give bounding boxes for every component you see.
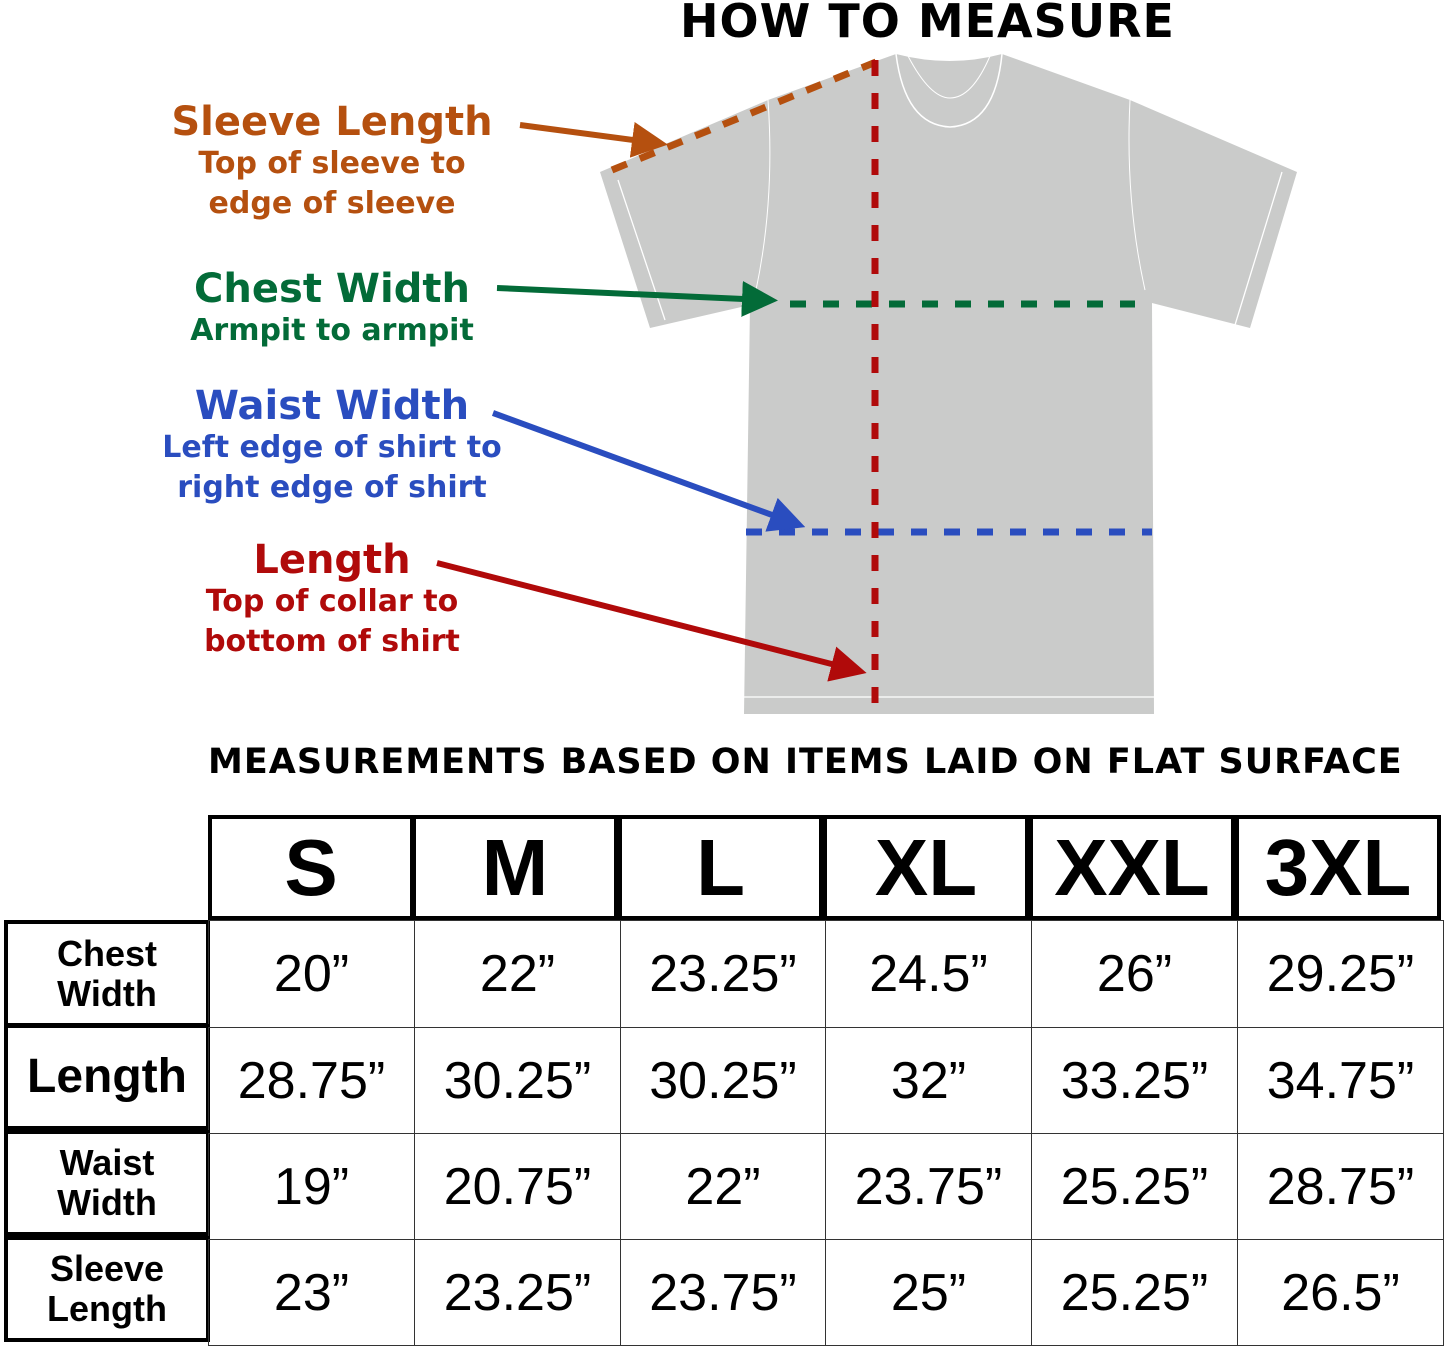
size-header-s: S [208,815,414,920]
label-desc: Armpit to armpit [190,313,474,348]
table-cell: 23.75” [825,1133,1032,1240]
table-cell: 30.25” [414,1027,621,1134]
table-cell: 29.25” [1237,920,1444,1028]
table-cell: 33.25” [1031,1027,1238,1134]
table-cell: 22” [620,1133,826,1240]
size-header-xl: XL [823,815,1029,920]
label-heading: Chest Width [194,266,470,312]
table-cell: 30.25” [620,1027,826,1134]
row-label-line: Waist [59,1142,155,1184]
label-desc: Left edge of shirt to [162,430,502,465]
table-cell: 20.75” [414,1133,621,1240]
size-header-m: M [412,815,618,920]
length-arrow [436,560,867,682]
size-header-xxl: XXL [1029,815,1235,920]
table-cell: 23.25” [620,920,826,1028]
shirt-diagram [436,53,1297,714]
table-cell: 23.25” [414,1239,621,1346]
row-label-line: Width [57,1182,157,1223]
chest-width-label: Chest Width Armpit to armpit [122,267,542,351]
row-label: Sleeve Length [4,1236,210,1342]
table-cell: 25.25” [1031,1133,1238,1240]
shirt-body [600,54,1297,714]
measurement-note: MEASUREMENTS BASED ON ITEMS LAID ON FLAT… [208,742,1403,782]
table-cell: 22” [414,920,621,1028]
table-cell: 24.5” [825,920,1032,1028]
table-cell: 19” [208,1133,415,1240]
label-heading: Length [253,537,411,583]
row-label-line: Length [47,1288,167,1329]
chest-arrow [496,280,778,317]
table-cell: 26” [1031,920,1238,1028]
label-desc: edge of sleeve [208,186,456,221]
table-cell: 26.5” [1237,1239,1444,1346]
length-label: Length Top of collar to bottom of shirt [122,538,542,662]
row-label-line: Width [57,972,157,1014]
table-cell: 23” [208,1239,415,1346]
label-desc: Top of sleeve to [198,146,466,181]
waist-width-label: Waist Width Left edge of shirt to right … [122,384,542,508]
sleeve-length-label: Sleeve Length Top of sleeve to edge of s… [122,100,542,224]
row-label: Chest Width [4,920,210,1027]
table-cell: 25” [825,1239,1032,1346]
table-cell: 32” [825,1027,1032,1134]
row-label: Length [4,1024,210,1130]
table-cell: 34.75” [1237,1027,1444,1134]
label-desc: right edge of shirt [177,470,487,505]
size-header-3xl: 3XL [1235,815,1441,920]
row-label: Waist Width [4,1130,210,1236]
label-desc: Top of collar to [205,584,459,619]
row-label-line: Chest [56,932,158,974]
waist-arrow [491,410,806,532]
sleeve-arrow [519,122,668,158]
table-cell: 23.75” [620,1239,826,1346]
size-header-l: L [618,815,823,920]
label-heading: Waist Width [194,383,470,429]
table-cell: 28.75” [1237,1133,1444,1240]
page-title: HOW TO MEASURE [680,0,1175,48]
label-desc: bottom of shirt [204,624,460,659]
table-cell: 25.25” [1031,1239,1238,1346]
row-label-line: Sleeve [49,1248,165,1290]
table-cell: 28.75” [208,1027,415,1134]
row-label-line: Length [27,1049,187,1103]
table-cell: 20” [208,920,415,1028]
label-heading: Sleeve Length [171,99,493,145]
